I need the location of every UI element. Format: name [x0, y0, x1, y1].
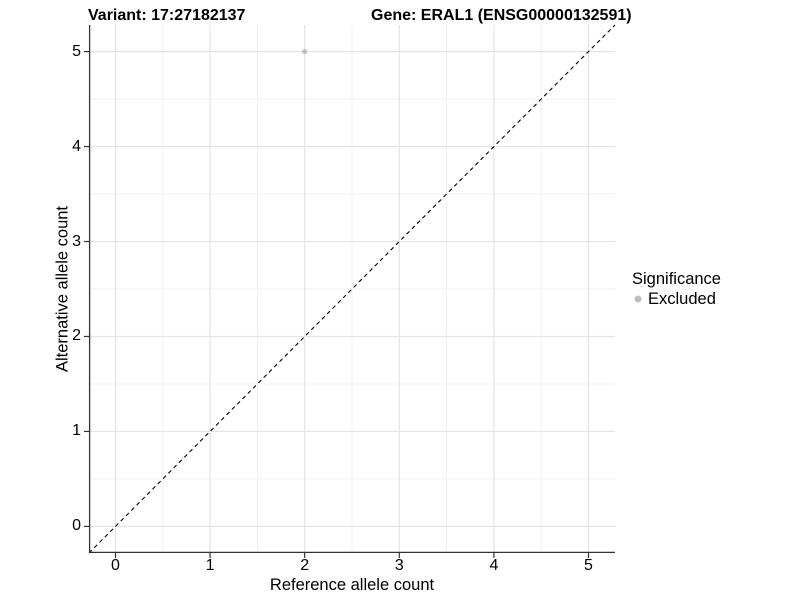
x-tick-label: 2	[300, 557, 310, 574]
x-tick-label: 1	[205, 557, 215, 574]
plot-title-variant: Variant: 17:27182137	[88, 7, 246, 24]
y-tick-label: 2	[72, 327, 81, 345]
x-axis-title: Reference allele count	[269, 576, 435, 594]
y-axis-title: Alternative allele count	[53, 205, 72, 373]
x-tick-label: 0	[111, 557, 120, 574]
legend-key	[630, 292, 645, 307]
plot-canvas	[84, 24, 616, 558]
plot-panel	[84, 24, 616, 558]
legend-point-icon	[634, 295, 641, 303]
y-tick-label: 3	[72, 232, 81, 250]
legend-entry: Excluded	[630, 289, 721, 309]
legend: Significance Excluded	[630, 269, 721, 309]
plot-title-gene: Gene: ERAL1 (ENSG00000132591)	[371, 7, 632, 24]
y-tick-label: 1	[72, 422, 81, 440]
x-tick-label: 4	[489, 557, 499, 574]
data-point-excluded	[302, 49, 308, 55]
legend-entries: Excluded	[630, 289, 721, 309]
legend-title: Significance	[632, 270, 721, 288]
x-tick-label: 5	[584, 557, 593, 574]
y-tick-label: 4	[72, 137, 81, 155]
x-tick-label: 3	[394, 557, 404, 574]
legend-entry-label: Excluded	[648, 289, 716, 308]
y-tick-label: 0	[72, 517, 81, 535]
y-tick-label: 5	[72, 42, 81, 60]
